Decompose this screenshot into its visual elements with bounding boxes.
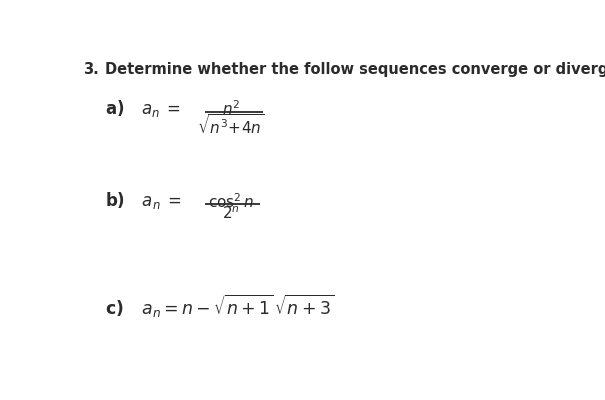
Text: $n^2$: $n^2$ <box>221 100 240 118</box>
Text: 3.: 3. <box>83 62 99 77</box>
Text: c)   $a_n = n - \sqrt{n+1}\,\sqrt{n+3}$: c) $a_n = n - \sqrt{n+1}\,\sqrt{n+3}$ <box>105 293 335 320</box>
Text: $\sqrt{n^3\!+\!4n}$: $\sqrt{n^3\!+\!4n}$ <box>197 114 264 137</box>
Text: Determine whether the follow sequences converge or diverge. If it converges, fin: Determine whether the follow sequences c… <box>105 62 605 77</box>
Text: $\cos^2 n$: $\cos^2 n$ <box>208 192 253 211</box>
Text: a)   $a_n\;=$: a) $a_n\;=$ <box>105 98 181 119</box>
Text: b)   $a_n\;=$: b) $a_n\;=$ <box>105 190 182 212</box>
Text: $2^n$: $2^n$ <box>221 205 240 222</box>
